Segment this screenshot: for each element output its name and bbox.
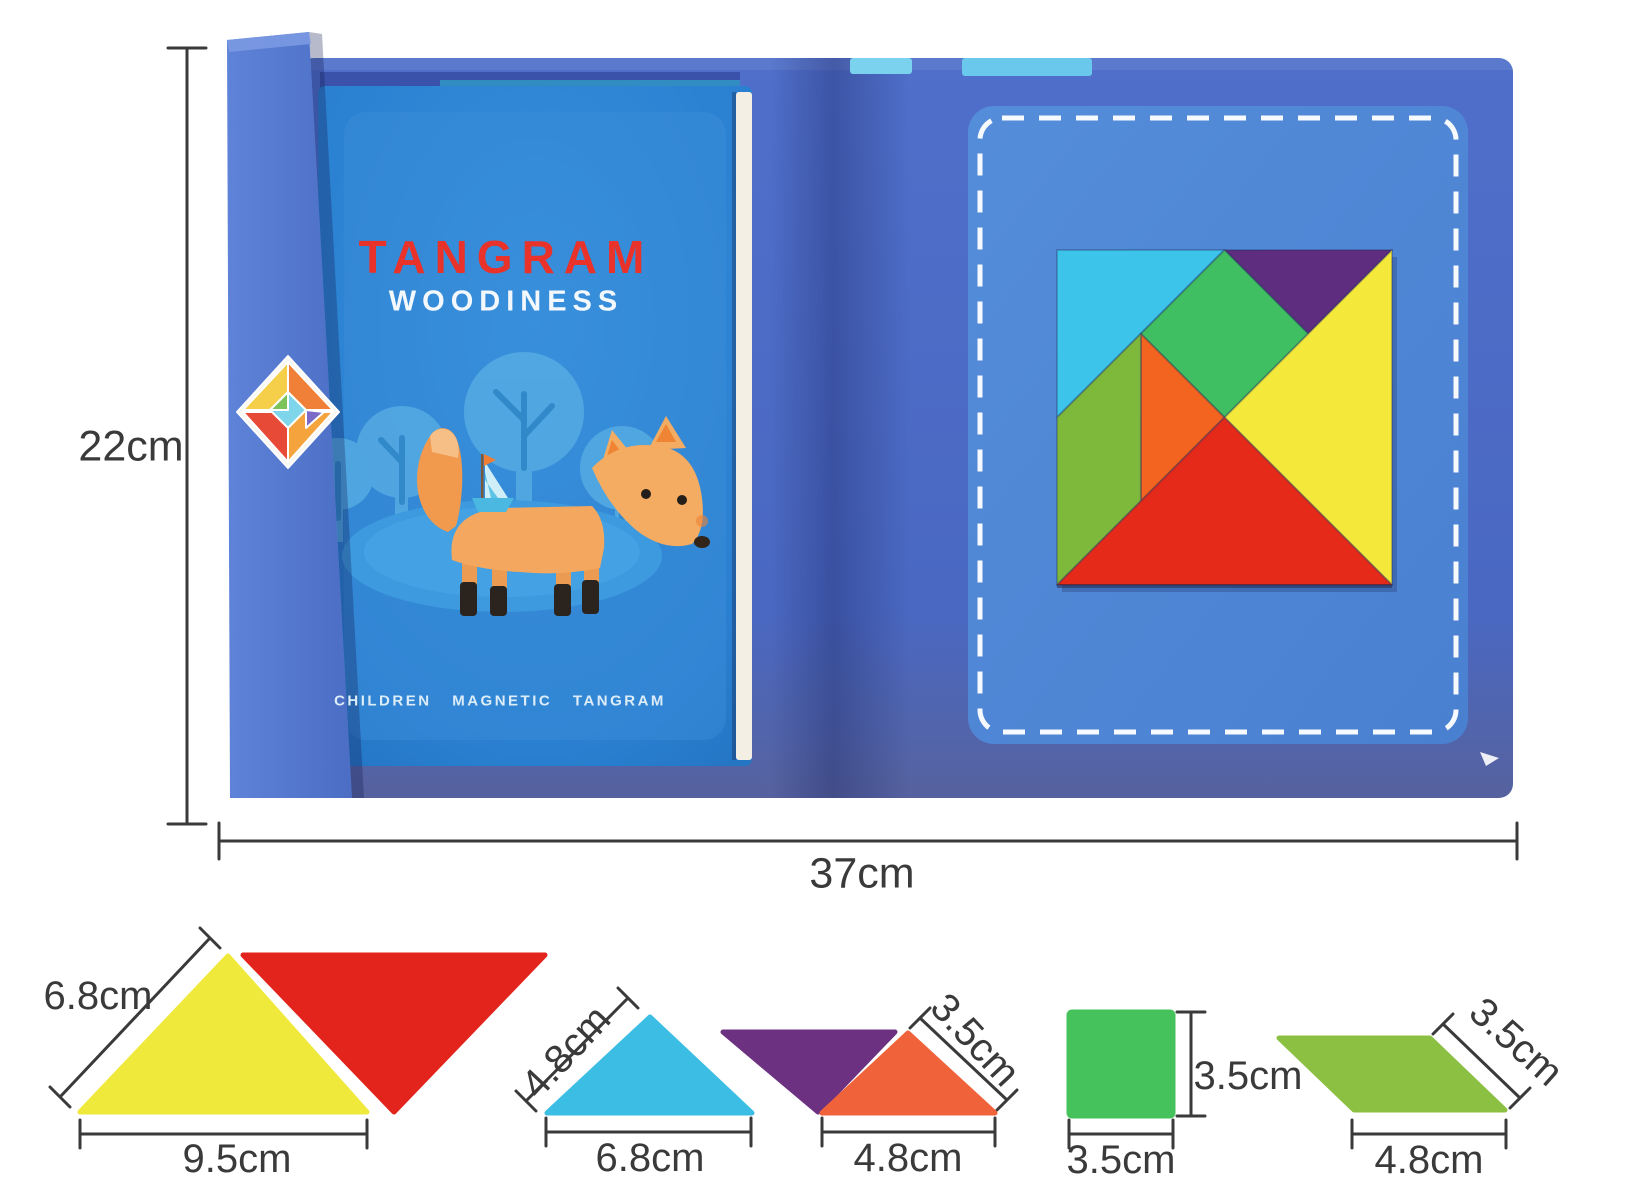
fox-foot <box>554 584 571 616</box>
assembled-tangram-puzzle <box>1056 249 1397 592</box>
piece-red-large-triangle <box>240 952 548 1115</box>
small-triangle-side-dim <box>908 1006 1019 1112</box>
fox-tail-tip <box>430 428 459 458</box>
page-edge-shadow <box>732 92 736 760</box>
page-edge <box>736 92 752 760</box>
cover-booklet <box>302 72 752 766</box>
square-base-label: 3.5cm <box>1066 1138 1176 1182</box>
magnetic-tangram-book <box>227 32 1513 798</box>
height-dimension-line <box>166 46 208 826</box>
piece-green-parallelogram <box>1276 1035 1508 1113</box>
fox-foot <box>582 580 599 614</box>
spine-cyan-strip <box>850 58 912 74</box>
cover-subtitle: WOODINESS <box>388 285 624 318</box>
book-height-label: 22cm <box>78 422 184 471</box>
piece-orange-small-triangle <box>819 1030 998 1116</box>
piece-cyan-medium-triangle <box>544 1014 755 1116</box>
book-width-label: 37cm <box>809 849 915 898</box>
width-dimension-line <box>217 821 1519 861</box>
fox-eye <box>641 489 651 499</box>
fox-eye <box>677 495 687 505</box>
large-triangle-base-dim <box>78 1118 369 1150</box>
parallelogram-side-dim <box>1431 1012 1532 1110</box>
medium-triangle-side-dim <box>514 986 640 1113</box>
cover-title: TANGRAM <box>358 231 654 283</box>
tangram-diamond-logo <box>236 355 340 469</box>
piece-green-square <box>1066 1009 1176 1119</box>
fox-foot <box>490 586 507 616</box>
small-triangle-base-label: 4.8cm <box>853 1136 963 1180</box>
piece-purple-small-triangle <box>720 1029 898 1115</box>
fox-nose <box>694 536 710 548</box>
top-cyan-strip <box>962 58 1092 76</box>
tangram-piece-samples <box>77 952 1508 1119</box>
large-triangle-side-label: 6.8cm <box>43 974 153 1018</box>
fox-foot <box>460 582 477 616</box>
fox-illustration <box>417 416 710 616</box>
parallelogram-base-label: 4.8cm <box>1374 1138 1484 1182</box>
square-base-dim <box>1067 1118 1175 1150</box>
tangram-red-large-triangle <box>1056 416 1393 586</box>
tangram-cyan-medium-triangle <box>1056 249 1226 419</box>
small-triangle-base-dim <box>820 1116 997 1148</box>
dimension-lines <box>48 46 1532 1150</box>
book-spine <box>770 58 910 798</box>
sailboat-illustration <box>472 454 514 512</box>
piece-yellow-large-triangle <box>77 953 370 1115</box>
medium-triangle-base-label: 6.8cm <box>595 1136 705 1180</box>
fox-body <box>451 506 605 574</box>
flap-top-bevel <box>227 32 311 52</box>
cover-top-teal-edge <box>440 80 740 88</box>
square-side-label: 3.5cm <box>1193 1054 1303 1098</box>
cover-footer: CHILDREN MAGNETIC TANGRAM <box>334 692 666 710</box>
large-triangle-base-label: 9.5cm <box>182 1137 292 1181</box>
large-triangle-side-dim <box>48 926 222 1109</box>
dashed-play-area-border <box>977 115 1459 735</box>
corner-notch <box>1480 752 1499 766</box>
medium-triangle-base-dim <box>544 1116 753 1148</box>
magnetic-closure-flap <box>227 32 364 798</box>
square-side-dim <box>1175 1010 1207 1118</box>
parallelogram-base-dim <box>1350 1118 1508 1150</box>
